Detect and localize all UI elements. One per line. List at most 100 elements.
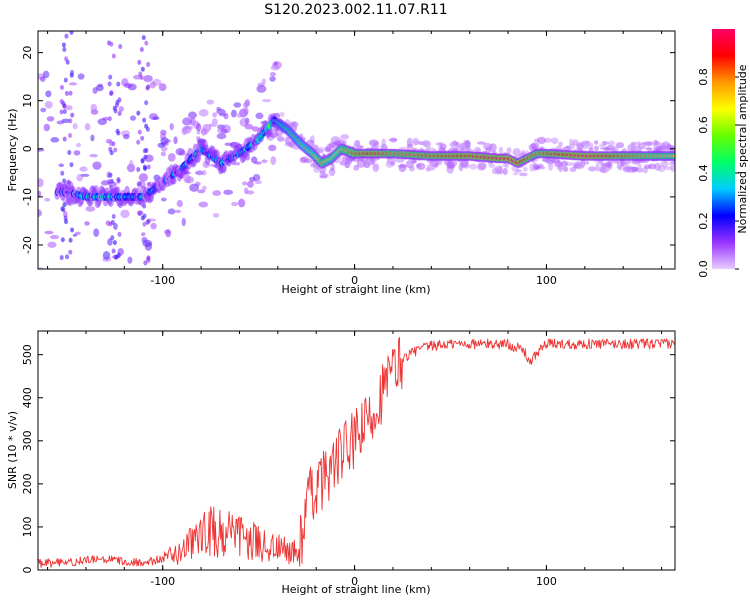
spectral-noise-cell xyxy=(160,137,169,145)
spectral-noise-cell xyxy=(146,61,151,67)
spectral-noise-cell xyxy=(216,106,222,111)
spectral-noise-cell xyxy=(63,77,68,83)
spectrogram-frame xyxy=(37,30,676,270)
spectral-noise-cell xyxy=(107,116,112,122)
spectral-noise-cell xyxy=(77,73,85,80)
spectral-noise-cell xyxy=(273,61,278,66)
spectral-noise-cell xyxy=(206,99,215,105)
x-tick-label: 0 xyxy=(351,274,358,287)
spectral-noise-cell xyxy=(558,165,563,173)
spectral-noise-cell xyxy=(353,164,360,171)
spectral-noise-cell xyxy=(57,292,63,295)
spectral-noise-cell xyxy=(212,190,222,197)
spectral-noise-cell xyxy=(68,82,78,86)
colorbar-tick-label: 0.2 xyxy=(697,212,710,230)
spectral-noise-cell xyxy=(38,178,44,188)
spectral-noise-cell xyxy=(622,166,632,173)
spectral-noise-cell xyxy=(110,219,115,225)
spectral-noise-cell xyxy=(68,118,73,124)
spectral-noise-cell xyxy=(143,260,148,266)
x-tick-label: 0 xyxy=(351,575,358,588)
colorbar-tick-label: 0.4 xyxy=(697,164,710,182)
spectral-noise-cell xyxy=(144,147,149,153)
spectral-noise-cell xyxy=(46,116,55,122)
spectral-noise-cell xyxy=(68,249,73,255)
spectral-noise-cell xyxy=(457,143,467,151)
spectral-noise-cell xyxy=(58,163,65,168)
spectral-noise-cell xyxy=(261,159,268,164)
snr-frame xyxy=(37,330,676,571)
spectral-noise-cell xyxy=(254,161,262,165)
spectral-noise-cell xyxy=(198,109,209,117)
spectral-noise-cell xyxy=(167,152,176,162)
spectral-noise-cell xyxy=(57,281,61,285)
spectral-noise-cell xyxy=(72,292,77,298)
spectral-noise-cell xyxy=(563,166,569,172)
spectral-noise-cell xyxy=(636,140,641,147)
spectral-noise-cell xyxy=(107,238,113,246)
spectral-noise-cell xyxy=(87,306,95,315)
spectral-noise-cell xyxy=(72,233,78,237)
spectral-noise-cell xyxy=(136,110,141,116)
y-tick-label: 0 xyxy=(21,145,34,152)
spectral-noise-cell xyxy=(127,273,131,281)
spectral-noise-cell xyxy=(113,147,118,153)
spectral-noise-cell xyxy=(63,288,70,297)
spectral-noise-cell xyxy=(144,100,149,106)
spectral-noise-cell xyxy=(169,123,174,131)
spectral-noise-cell xyxy=(69,31,74,35)
snr-ticks: -100 0 100 0 100 200 300 400 500 xyxy=(21,331,675,588)
x-tick-label: -100 xyxy=(150,274,175,287)
spectral-noise-cell xyxy=(142,117,147,123)
spectral-noise-cell xyxy=(212,112,218,118)
spectral-noise-cell xyxy=(321,173,329,178)
spectral-noise-cell xyxy=(238,198,246,208)
spectral-noise-cell xyxy=(547,162,554,171)
spectral-noise-cell xyxy=(92,299,100,304)
spectral-noise-cell xyxy=(113,108,118,114)
spectral-noise-cell xyxy=(631,168,637,173)
spectral-noise-cell xyxy=(498,146,504,154)
spectral-noise-cell xyxy=(607,160,612,169)
spectral-noise-cell xyxy=(90,103,98,112)
spectral-noise-cell xyxy=(80,173,90,177)
spectrogram-x-axis-label: Height of straight line (km) xyxy=(281,283,430,296)
spectral-noise-cell xyxy=(653,162,662,171)
spectral-noise-cell xyxy=(602,141,610,145)
spectral-noise-cell xyxy=(97,284,102,292)
spectral-noise-cell xyxy=(551,137,559,145)
spectral-noise-cell xyxy=(64,33,69,39)
spectral-noise-cell xyxy=(59,109,64,115)
spectral-noise-cell xyxy=(223,189,234,195)
y-tick-label: 100 xyxy=(21,516,34,537)
spectral-noise-cell xyxy=(224,142,233,147)
snr-y-axis-label: SNR (10 * v/v) xyxy=(6,411,19,489)
spectral-noise-cell xyxy=(144,40,149,46)
spectral-noise-cell xyxy=(284,136,291,144)
spectral-noise-cell xyxy=(111,141,116,147)
spectral-noise-cell xyxy=(149,81,156,89)
spectral-noise-cell xyxy=(144,123,149,129)
spectral-noise-cell xyxy=(543,137,553,143)
spectral-noise-cell xyxy=(62,103,67,109)
spectral-noise-cell xyxy=(146,255,151,261)
spectral-noise-cell xyxy=(50,137,60,143)
spectral-noise-cell xyxy=(340,134,350,140)
spectral-noise-cell xyxy=(197,189,206,194)
spectral-noise-cell xyxy=(668,161,675,166)
spectral-noise-cell xyxy=(160,151,166,157)
y-tick-label: 400 xyxy=(21,387,34,408)
colorbar: 0.0 0.2 0.4 0.6 0.8 Normalized spectral ampl… xyxy=(697,29,749,278)
spectral-noise-cell xyxy=(250,156,258,164)
spectral-noise-cell xyxy=(269,72,276,77)
spectral-noise-cell xyxy=(129,115,137,121)
spectral-noise-cell xyxy=(512,147,521,157)
spectral-noise-cell xyxy=(627,143,637,153)
spectral-noise-cell xyxy=(68,237,73,243)
spectral-noise-cell xyxy=(110,235,115,241)
y-tick-label: -10 xyxy=(21,188,34,206)
spectral-noise-cell xyxy=(137,59,142,65)
spectral-noise-cell xyxy=(477,164,486,171)
spectral-noise-cell xyxy=(72,123,78,130)
